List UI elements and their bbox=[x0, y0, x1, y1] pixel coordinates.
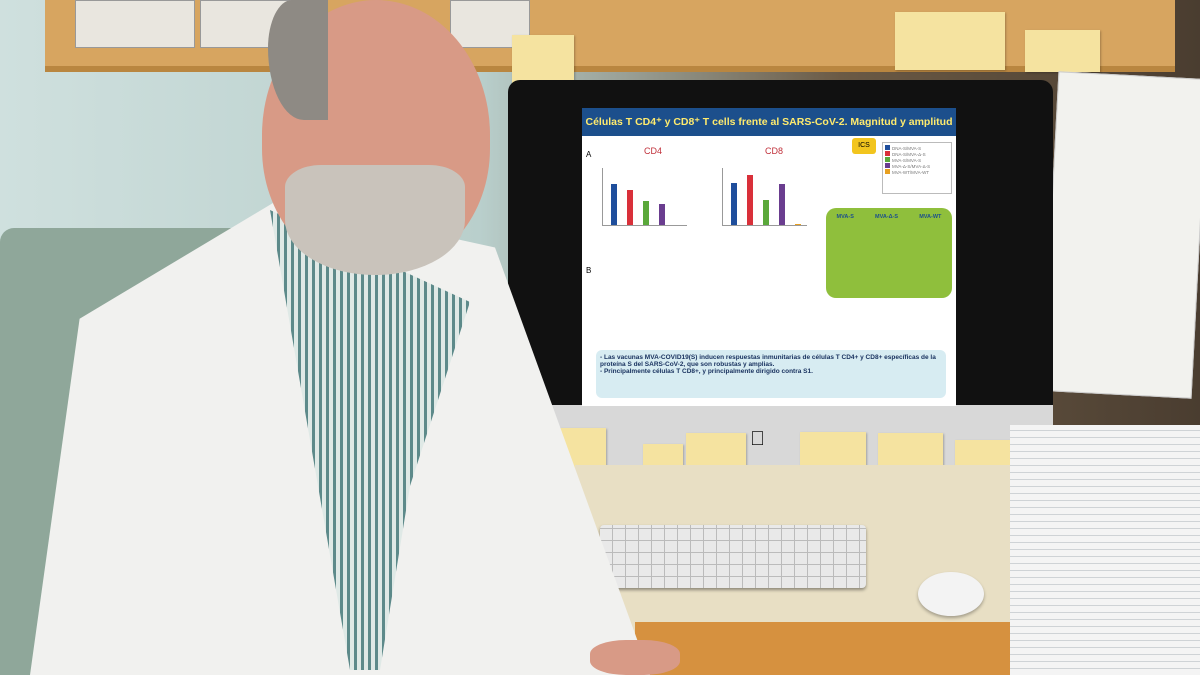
bar-CD4-0 bbox=[611, 183, 617, 225]
bar-CD8-3 bbox=[779, 184, 785, 225]
flow-label: MVA-Δ-S bbox=[874, 214, 899, 220]
beard bbox=[285, 165, 465, 275]
legend: DNA-S/MVA-S DNA-S/MVA-Δ-S MVA-S/MVA-S MVA-Δ… bbox=[882, 142, 952, 194]
desk-edge bbox=[635, 622, 1055, 675]
cd8-title: CD8 bbox=[765, 146, 784, 156]
paper-sheet bbox=[1041, 71, 1200, 399]
presentation-slide: Células T CD4⁺ y CD8⁺ T cells frente al … bbox=[582, 108, 956, 406]
bullet-2: - Principalmente células T CD8+, y princ… bbox=[600, 368, 813, 375]
bar-CD8-4 bbox=[795, 224, 801, 225]
bar-CD4-2 bbox=[643, 200, 649, 225]
apple-logo-icon:  bbox=[750, 428, 770, 450]
slide-title: Células T CD4⁺ y CD8⁺ T cells frente al … bbox=[582, 108, 956, 136]
legend-item: DNA-S/MVA-Δ-S bbox=[885, 151, 949, 157]
cd4-title: CD4 bbox=[644, 146, 663, 156]
bar-CD8-1 bbox=[747, 174, 753, 225]
cd4-chart bbox=[602, 168, 687, 226]
sticky-note bbox=[1025, 30, 1100, 72]
panel-label: A bbox=[586, 150, 592, 159]
flow-label: MVA-S bbox=[836, 214, 854, 220]
bookshelf bbox=[45, 0, 1175, 72]
legend-item: MVA-S/MVA-S bbox=[885, 157, 949, 163]
legend-item: MVA-WT/MVA-WT bbox=[885, 169, 949, 175]
bar-CD4-3 bbox=[659, 204, 665, 225]
legend-item: DNA-S/MVA-S bbox=[885, 145, 949, 151]
legend-item: MVA-Δ-S/MVA-Δ-S bbox=[885, 163, 949, 169]
cd8-chart bbox=[722, 168, 807, 226]
paper-stack bbox=[1010, 425, 1200, 675]
bar-CD4-1 bbox=[627, 189, 633, 225]
book bbox=[75, 0, 195, 48]
flow-cytometry-panel: MVA-S MVA-Δ-S MVA-WT bbox=[826, 208, 952, 298]
panel-label: B bbox=[586, 266, 592, 275]
bar-CD8-0 bbox=[731, 183, 737, 225]
keyboard[interactable] bbox=[600, 525, 866, 588]
sticky-note bbox=[895, 12, 1005, 70]
mouse[interactable] bbox=[918, 572, 984, 616]
ics-badge: ICS bbox=[852, 138, 876, 154]
flow-label: MVA-WT bbox=[919, 214, 942, 220]
bar-CD8-2 bbox=[763, 199, 769, 225]
hand bbox=[590, 640, 680, 675]
conclusions-box: - Las vacunas MVA-COVID19(S) inducen res… bbox=[596, 350, 946, 398]
bullet-1: - Las vacunas MVA-COVID19(S) inducen res… bbox=[600, 354, 936, 368]
